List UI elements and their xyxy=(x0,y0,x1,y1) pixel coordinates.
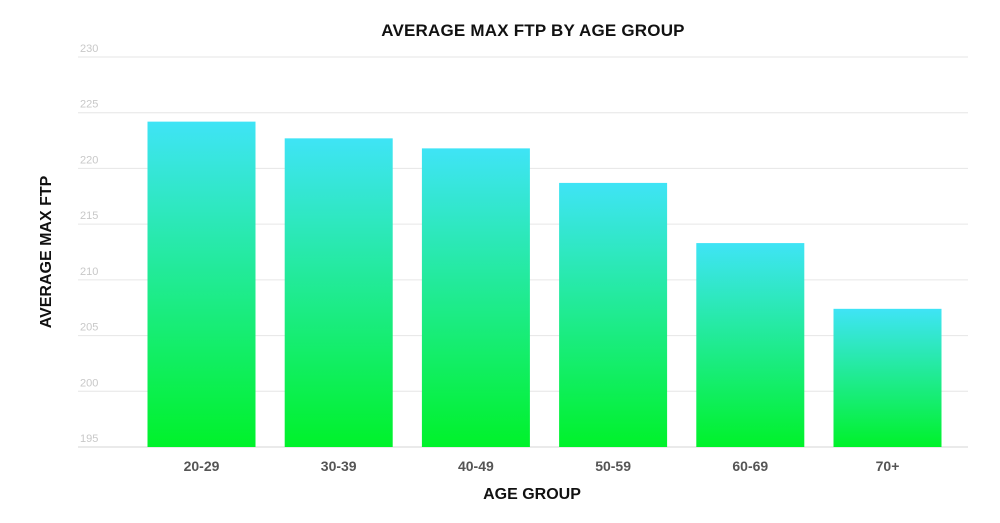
bars xyxy=(147,121,942,448)
y-axis-ticks: 195 200 205 210 215 220 225 230 xyxy=(80,43,98,445)
x-tick-label: 60-69 xyxy=(732,458,768,474)
y-tick-label: 210 xyxy=(80,266,98,278)
x-axis-title: AGE GROUP xyxy=(483,486,581,503)
x-tick-label: 40-49 xyxy=(458,458,494,474)
y-tick-label: 215 xyxy=(80,210,98,222)
y-tick-label: 200 xyxy=(80,377,98,389)
chart-title: AVERAGE MAX FTP BY AGE GROUP xyxy=(381,21,684,40)
x-tick-label: 70+ xyxy=(876,458,900,474)
x-tick-label: 20-29 xyxy=(184,458,220,474)
bar-30-39 xyxy=(284,138,393,448)
y-tick-label: 205 xyxy=(80,322,98,334)
y-tick-label: 195 xyxy=(80,433,98,445)
y-tick-label: 220 xyxy=(80,154,98,166)
x-axis-ticks: 20-29 30-39 40-49 50-59 60-69 70+ xyxy=(184,458,900,474)
x-tick-label: 30-39 xyxy=(321,458,357,474)
y-tick-label: 225 xyxy=(80,99,98,111)
y-tick-label: 230 xyxy=(80,43,98,55)
x-tick-label: 50-59 xyxy=(595,458,631,474)
bar-70+ xyxy=(833,308,942,447)
bar-40-49 xyxy=(421,148,530,447)
bar-50-59 xyxy=(559,182,668,447)
y-axis-title: AVERAGE MAX FTP xyxy=(38,175,55,328)
bar-60-69 xyxy=(696,243,805,447)
bar-20-29 xyxy=(147,121,256,447)
